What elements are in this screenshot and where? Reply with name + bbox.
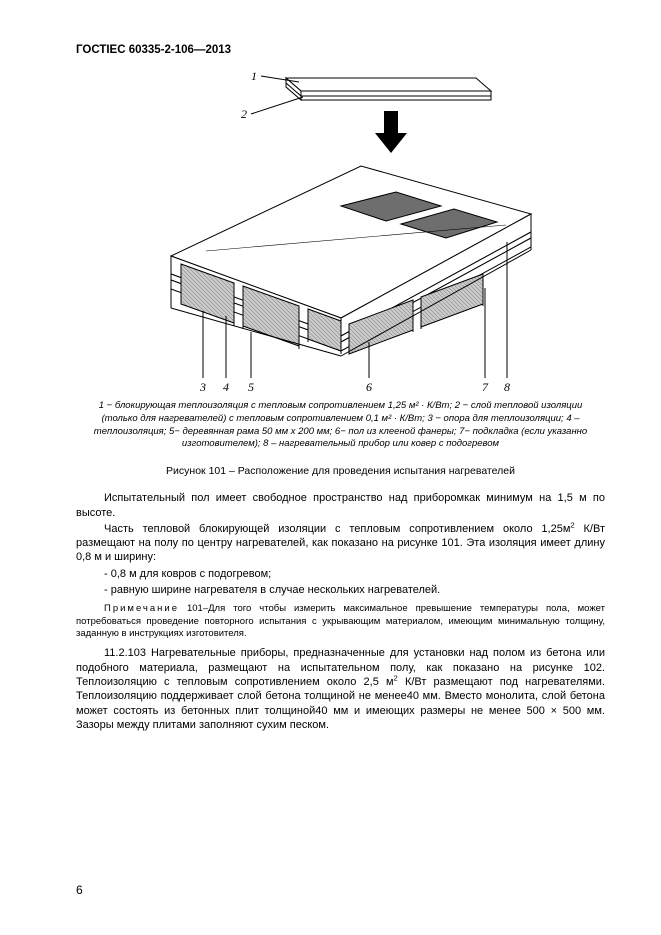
page-number: 6 xyxy=(76,883,83,897)
callout-6: 6 xyxy=(366,380,372,394)
para-2: Часть тепловой блокирующей изоляции с те… xyxy=(76,522,605,565)
list-item-1: - 0,8 м для ковров с подогревом; xyxy=(76,567,605,581)
callout-4: 4 xyxy=(223,380,229,394)
figure-caption: Рисунок 101 – Расположение для проведени… xyxy=(76,465,605,477)
down-arrow-icon xyxy=(375,111,407,153)
note-label: Примечание xyxy=(104,603,179,614)
figure-101: 1 2 xyxy=(76,66,605,396)
page: ГОСТIEC 60335-2-106—2013 xyxy=(0,0,661,935)
callout-2: 2 xyxy=(241,107,247,121)
figure-svg: 1 2 xyxy=(131,66,551,396)
top-slab xyxy=(286,78,491,100)
note-101: Примечание 101–Для того чтобы измерить м… xyxy=(76,603,605,640)
callout-8: 8 xyxy=(504,380,510,394)
para-2a: Часть тепловой блокирующей изоляции с те… xyxy=(104,523,570,535)
callout-1: 1 xyxy=(251,69,257,83)
list-item-2: - равную ширине нагревателя в случае нес… xyxy=(76,583,605,597)
para-1: Испытательный пол имеет свободное простр… xyxy=(76,491,605,520)
document-header: ГОСТIEC 60335-2-106—2013 xyxy=(76,44,605,56)
para-3: 11.2.103 Нагревательные приборы, предназ… xyxy=(76,646,605,732)
callout-5: 5 xyxy=(248,380,254,394)
figure-legend: 1 − блокирующая теплоизоляция с тепловым… xyxy=(86,400,595,451)
callout-3: 3 xyxy=(199,380,206,394)
callout-7: 7 xyxy=(482,380,489,394)
